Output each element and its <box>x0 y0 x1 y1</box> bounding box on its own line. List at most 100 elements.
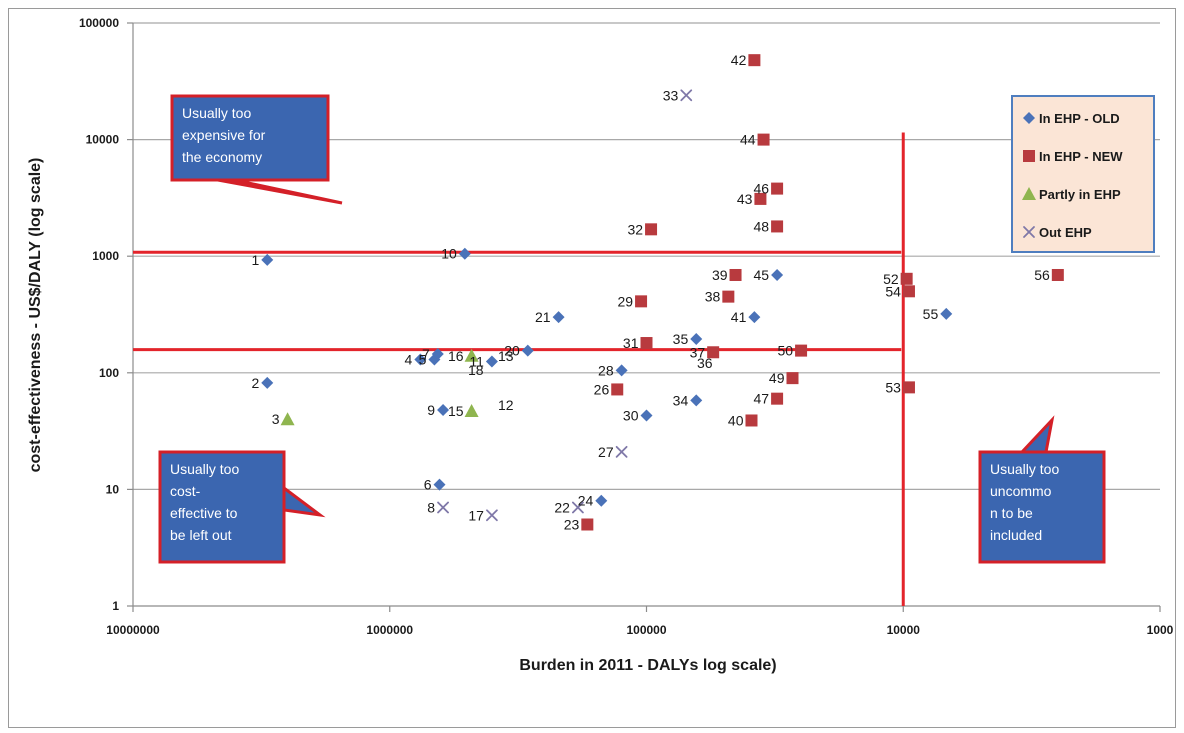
point-label-9: 9 <box>427 402 435 418</box>
point-in-ehp-new-43 <box>754 192 767 205</box>
y-tick-label: 100000 <box>79 16 119 30</box>
y-tick-label: 10000 <box>86 133 120 147</box>
callout-text-line: Usually too <box>182 105 251 121</box>
point-in-ehp-old-2 <box>261 376 274 389</box>
legend-label-in-ehp-new: In EHP - NEW <box>1039 149 1123 164</box>
point-in-ehp-new-37 <box>707 346 720 359</box>
x-marker-stroke <box>572 501 584 514</box>
x-marker-stroke <box>437 501 449 514</box>
y-axis-title: cost-effectiveness - US$/DALY (log scale… <box>27 158 44 473</box>
point-in-ehp-new-48 <box>771 220 784 233</box>
callout-uncommon: Usually too uncommo n to be included <box>978 415 1106 564</box>
point-label-39: 39 <box>712 267 728 283</box>
point-in-ehp-new-46 <box>771 182 784 195</box>
callout-text-line: effective to <box>170 505 238 521</box>
point-label-13: 13 <box>498 348 514 364</box>
callout-expensive: Usually too expensive for the economy <box>170 94 343 205</box>
point-label-30: 30 <box>623 408 639 424</box>
point-label-47: 47 <box>754 391 770 407</box>
point-label-36: 36 <box>697 355 713 371</box>
point-in-ehp-old-9 <box>437 403 450 416</box>
callout-text-line: uncommo <box>990 483 1052 499</box>
x-tick-label: 1000 <box>1147 623 1174 637</box>
axes <box>127 22 1161 612</box>
point-label-6: 6 <box>424 477 432 493</box>
point-in-ehp-old-24 <box>595 494 608 507</box>
point-in-ehp-new-56 <box>1051 268 1064 281</box>
point-in-ehp-old-4 <box>414 353 427 366</box>
x-marker-stroke <box>486 509 498 522</box>
point-in-ehp-old-34 <box>690 394 703 407</box>
y-tick-label: 1 <box>112 599 119 613</box>
point-in-ehp-new-52 <box>900 272 913 285</box>
point-label-17: 17 <box>468 507 484 523</box>
callout-text-line: cost- <box>170 483 201 499</box>
x-tick-label: 100000 <box>626 623 666 637</box>
point-in-ehp-new-40 <box>745 414 758 427</box>
data-points <box>261 54 1064 531</box>
point-label-10: 10 <box>441 246 457 262</box>
y-tick-label: 100 <box>99 366 119 380</box>
point-in-ehp-old-28 <box>615 364 628 377</box>
point-out-ehp-8 <box>437 501 449 514</box>
legend-marker-partly-in-ehp <box>1022 187 1036 200</box>
point-in-ehp-new-54 <box>902 285 915 298</box>
point-in-ehp-new-44 <box>757 133 770 146</box>
point-in-ehp-old-30 <box>640 409 653 422</box>
point-in-ehp-new-42 <box>748 54 761 67</box>
x-marker-stroke <box>1023 226 1035 238</box>
callout-box <box>170 94 330 182</box>
point-in-ehp-new-32 <box>645 223 658 236</box>
point-label-16: 16 <box>448 348 464 364</box>
point-label-27: 27 <box>598 444 614 460</box>
point-in-ehp-old-45 <box>771 268 784 281</box>
point-label-41: 41 <box>731 309 747 325</box>
point-label-56: 56 <box>1034 267 1050 283</box>
x-axis-title: Burden in 2011 - DALYs log scale) <box>519 657 776 674</box>
point-in-ehp-old-7 <box>431 347 444 360</box>
point-label-15: 15 <box>448 403 464 419</box>
point-in-ehp-old-55 <box>940 307 953 320</box>
callout-text-line: the economy <box>182 149 262 165</box>
point-label-29: 29 <box>617 293 633 309</box>
point-label-26: 26 <box>594 381 610 397</box>
point-label-28: 28 <box>598 362 614 378</box>
point-label-53: 53 <box>885 379 901 395</box>
threshold-lines <box>133 132 905 606</box>
point-label-4: 4 <box>405 352 413 368</box>
point-label-46: 46 <box>754 181 770 197</box>
point-label-12: 12 <box>498 397 514 413</box>
point-label-49: 49 <box>769 370 785 386</box>
point-out-ehp-22 <box>572 501 584 514</box>
tick-labels: 1 10 100 1000 10000 100000 10000000 1000000 1000… <box>79 16 1174 637</box>
legend-marker-in-ehp-new <box>1023 150 1035 162</box>
point-label-37: 37 <box>690 344 706 360</box>
x-tick-label: 1000000 <box>366 623 413 637</box>
point-in-ehp-new-26 <box>611 383 624 396</box>
legend-label-partly-in-ehp: Partly in EHP <box>1039 187 1121 202</box>
point-label-31: 31 <box>623 335 639 351</box>
point-in-ehp-old-11 <box>485 355 498 368</box>
point-label-5: 5 <box>419 352 427 368</box>
point-partly-in-ehp-3 <box>280 412 295 426</box>
point-partly-in-ehp-16 <box>464 348 479 362</box>
point-in-ehp-new-38 <box>722 290 735 303</box>
point-label-22: 22 <box>554 499 570 515</box>
x-marker-stroke <box>680 89 693 102</box>
point-in-ehp-old-35 <box>690 332 703 345</box>
point-in-ehp-old-21 <box>552 311 565 324</box>
legend-marker-out-ehp <box>1023 226 1035 238</box>
callout-text-line: Usually too <box>170 461 239 477</box>
callout-text-line: expensive for <box>182 127 266 143</box>
point-label-20: 20 <box>504 343 520 359</box>
point-in-ehp-new-49 <box>786 372 799 385</box>
point-in-ehp-new-53 <box>902 381 915 394</box>
point-label-54: 54 <box>885 283 901 299</box>
point-partly-in-ehp-15 <box>464 404 479 418</box>
point-label-40: 40 <box>728 412 744 428</box>
point-label-34: 34 <box>673 392 689 408</box>
point-label-50: 50 <box>778 343 794 359</box>
